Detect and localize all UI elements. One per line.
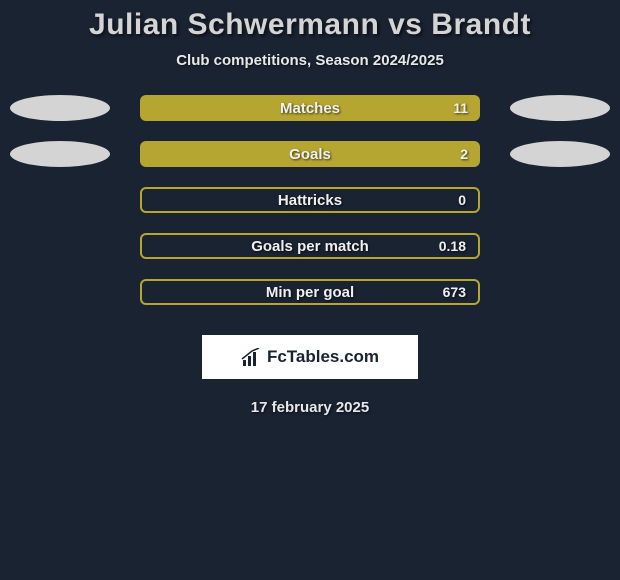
snapshot-date: 17 february 2025 (251, 399, 369, 416)
stat-bar: Min per goal 673 (140, 279, 480, 305)
stat-label: Goals per match (251, 238, 369, 255)
stat-row: Goals per match 0.18 (0, 233, 620, 259)
stat-label: Min per goal (266, 284, 354, 301)
stat-value: 0.18 (439, 238, 466, 254)
stat-row: Matches 11 (0, 95, 620, 121)
stat-bar: Hattricks 0 (140, 187, 480, 213)
stat-value: 673 (443, 284, 466, 300)
stat-value: 11 (453, 100, 468, 116)
stat-row: Min per goal 673 (0, 279, 620, 305)
stat-label: Matches (280, 100, 340, 117)
stat-rows: Matches 11 Goals 2 Hattricks 0 Goals per match… (0, 95, 620, 305)
stat-bar: Matches 11 (140, 95, 480, 121)
chart-icon (241, 348, 261, 366)
player-right-marker (510, 95, 610, 121)
source-logo: FcTables.com (202, 335, 418, 379)
page-subtitle: Club competitions, Season 2024/2025 (176, 52, 444, 69)
player-left-marker (10, 95, 110, 121)
comparison-card: Julian Schwermann vs Brandt Club competi… (0, 0, 620, 416)
stat-label: Hattricks (278, 192, 342, 209)
player-left-marker (10, 141, 110, 167)
stat-bar: Goals 2 (140, 141, 480, 167)
player-right-marker (510, 141, 610, 167)
stat-bar: Goals per match 0.18 (140, 233, 480, 259)
stat-row: Goals 2 (0, 141, 620, 167)
stat-value: 2 (460, 146, 468, 162)
stat-value: 0 (458, 192, 466, 208)
logo-text: FcTables.com (267, 347, 379, 367)
page-title: Julian Schwermann vs Brandt (89, 8, 531, 42)
stat-row: Hattricks 0 (0, 187, 620, 213)
stat-label: Goals (289, 146, 331, 163)
